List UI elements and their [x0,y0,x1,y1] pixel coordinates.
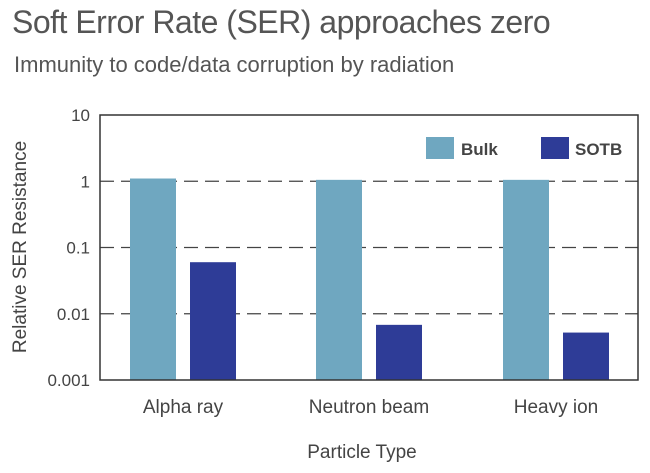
y-tick-label: 10 [71,106,90,125]
chart-subtitle: Immunity to code/data corruption by radi… [14,52,455,77]
bar-sotb-0 [190,262,236,380]
legend-label-sotb: SOTB [575,140,622,159]
y-tick-label: 1 [81,172,90,191]
legend-swatch-bulk [426,137,454,159]
legend-swatch-sotb [541,137,569,159]
y-axis-label: Relative SER Resistance [10,141,31,353]
x-category-label: Alpha ray [143,397,224,418]
bar-bulk-1 [316,179,362,380]
x-category-label: Heavy ion [514,397,599,418]
legend: Bulk SOTB [426,137,622,159]
bar-bulk-2 [503,179,549,380]
x-axis-label: Particle Type [307,442,416,463]
bar-sotb-1 [376,324,422,380]
y-tick-label: 0.001 [47,371,90,390]
chart-title: Soft Error Rate (SER) approaches zero [12,4,551,40]
plot-frame [99,114,639,381]
bar-bulk-0 [130,178,176,380]
x-category-labels: Alpha ray Neutron beam Heavy ion [143,397,598,418]
gridlines [100,180,638,315]
bar-sotb-2 [563,332,609,380]
y-tick-labels: 10 1 0.1 0.01 0.001 [47,106,90,390]
x-category-label: Neutron beam [309,397,429,418]
bars [130,178,609,380]
y-tick-label: 0.01 [57,305,90,324]
legend-label-bulk: Bulk [461,140,498,159]
y-tick-label: 0.1 [66,239,90,258]
